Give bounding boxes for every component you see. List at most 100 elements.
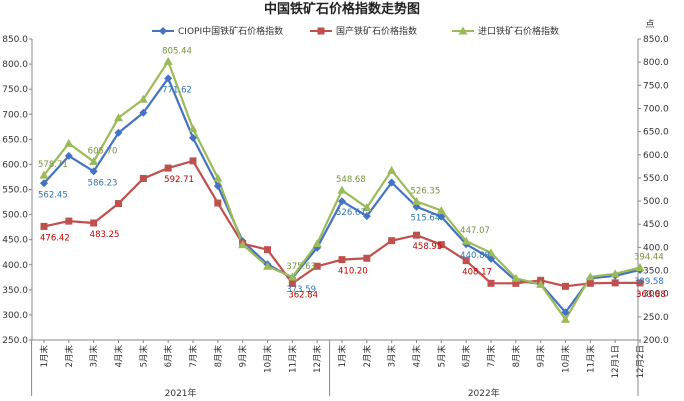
- data-point: [139, 108, 148, 117]
- x-tick-label: 2月末: [362, 345, 373, 368]
- data-point: [164, 164, 172, 172]
- data-label: 373.59: [286, 285, 316, 295]
- data-point: [586, 279, 594, 287]
- data-label: 408.17: [462, 268, 492, 278]
- data-label: 562.45: [38, 190, 68, 200]
- axes: 250.0 300.0 350.0 400.0 450.0 500.0 550.0 600.0…: [2, 35, 669, 346]
- data-point: [486, 248, 496, 257]
- data-point: [363, 254, 371, 262]
- x-tick-label: 4月末: [412, 345, 423, 368]
- data-point: [611, 279, 619, 287]
- legend-label: CIOPI中国铁矿石价格指数: [178, 25, 283, 37]
- y2-tick-label: 800.0: [643, 58, 669, 68]
- data-point: [40, 222, 48, 230]
- data-point: [412, 196, 421, 205]
- data-label: 363.88: [636, 290, 666, 300]
- y2-tick-label: 350.0: [643, 267, 669, 277]
- x-tick-label: 6月末: [461, 345, 472, 368]
- data-label: 526.67: [336, 208, 366, 218]
- data-label: 771.62: [162, 85, 192, 95]
- data-point: [64, 138, 74, 147]
- legend: CIOPI中国铁矿石价格指数 国产铁矿石价格指数 进口铁矿石价格指数: [152, 25, 559, 37]
- x-tick-label: 3月末: [89, 345, 100, 368]
- data-point: [387, 178, 396, 187]
- x-tick-label: 7月末: [188, 345, 199, 368]
- x-tick-label: 5月末: [138, 345, 149, 368]
- x-tick-label: 12月末: [312, 345, 323, 373]
- y-tick-label: 400.0: [2, 261, 28, 271]
- data-point: [561, 314, 570, 323]
- x-tick-label: 1月末: [337, 345, 348, 368]
- data-point: [462, 257, 470, 265]
- data-point: [487, 254, 495, 263]
- y2-tick-label: 250.0: [643, 313, 669, 323]
- y-tick-label: 350.0: [2, 286, 28, 296]
- y2-tick-label: 450.0: [643, 220, 669, 230]
- data-point: [313, 262, 321, 270]
- data-point: [436, 206, 446, 215]
- data-point: [312, 239, 322, 248]
- x-tick-label: 8月末: [511, 345, 522, 368]
- x-tick-label: 1月末: [39, 345, 50, 368]
- y2-tick-label: 850.0: [643, 35, 669, 45]
- data-point: [635, 263, 645, 272]
- data-point: [512, 279, 520, 287]
- legend-label: 进口铁矿石价格指数: [478, 25, 559, 37]
- data-label: 389.58: [634, 277, 664, 287]
- data-point: [114, 113, 123, 122]
- x-tick-label: 12月1日: [611, 345, 621, 378]
- data-point: [387, 165, 397, 174]
- x-tick-label: 2月末: [64, 345, 75, 368]
- y2-tick-label: 700.0: [643, 104, 669, 114]
- y2-tick-label: 650.0: [643, 128, 669, 138]
- data-point: [164, 74, 173, 83]
- y2-axis-unit: 点: [645, 19, 654, 30]
- data-point: [115, 200, 122, 208]
- data-label: 592.71: [164, 175, 194, 185]
- y-tick-label: 650.0: [2, 135, 28, 145]
- data-label: 605.70: [88, 147, 118, 157]
- data-point: [388, 237, 396, 245]
- x-tick-label: 9月末: [238, 345, 249, 368]
- data-point: [585, 272, 595, 281]
- y-tick-label: 300.0: [2, 311, 28, 321]
- y-tick-label: 800.0: [2, 60, 28, 70]
- x-tick-label: 3月末: [387, 345, 398, 368]
- y2-tick-label: 750.0: [643, 81, 669, 91]
- y-tick-label: 250.0: [2, 336, 28, 346]
- data-point: [610, 269, 620, 278]
- data-point: [114, 128, 123, 137]
- data-point: [189, 133, 197, 142]
- data-point: [188, 124, 198, 133]
- data-point: [139, 174, 147, 182]
- data-label: 805.44: [162, 46, 192, 56]
- data-point: [337, 185, 347, 194]
- data-label: 483.25: [90, 230, 120, 240]
- y2-tick-label: 400.0: [643, 243, 669, 253]
- data-point: [238, 240, 248, 249]
- data-point: [317, 27, 325, 35]
- data-point: [511, 273, 521, 282]
- data-label: 362.84: [288, 290, 318, 300]
- y-tick-label: 550.0: [2, 186, 28, 196]
- data-point: [263, 261, 272, 270]
- data-point: [437, 241, 445, 249]
- data-point: [159, 27, 167, 35]
- y-tick-label: 450.0: [2, 236, 28, 246]
- data-label: 476.42: [40, 233, 70, 243]
- year-label: 2022年: [468, 387, 500, 399]
- chart-title: 中国铁矿石价格指数走势图: [264, 1, 420, 17]
- data-point: [138, 94, 148, 103]
- data-point: [189, 157, 197, 165]
- y-tick-label: 700.0: [2, 110, 28, 120]
- plot-area: 562.45 586.23 771.62 373.59 526.67 515.64 440.…: [38, 46, 666, 323]
- y2-tick-label: 300.0: [643, 290, 669, 300]
- data-point: [89, 157, 99, 166]
- data-point: [461, 236, 471, 245]
- data-label: 447.07: [460, 226, 490, 236]
- x-tick-label: 11月末: [585, 345, 596, 373]
- data-point: [90, 219, 98, 227]
- data-label: 578.71: [38, 160, 68, 170]
- x-tick-label: 9月末: [536, 345, 547, 368]
